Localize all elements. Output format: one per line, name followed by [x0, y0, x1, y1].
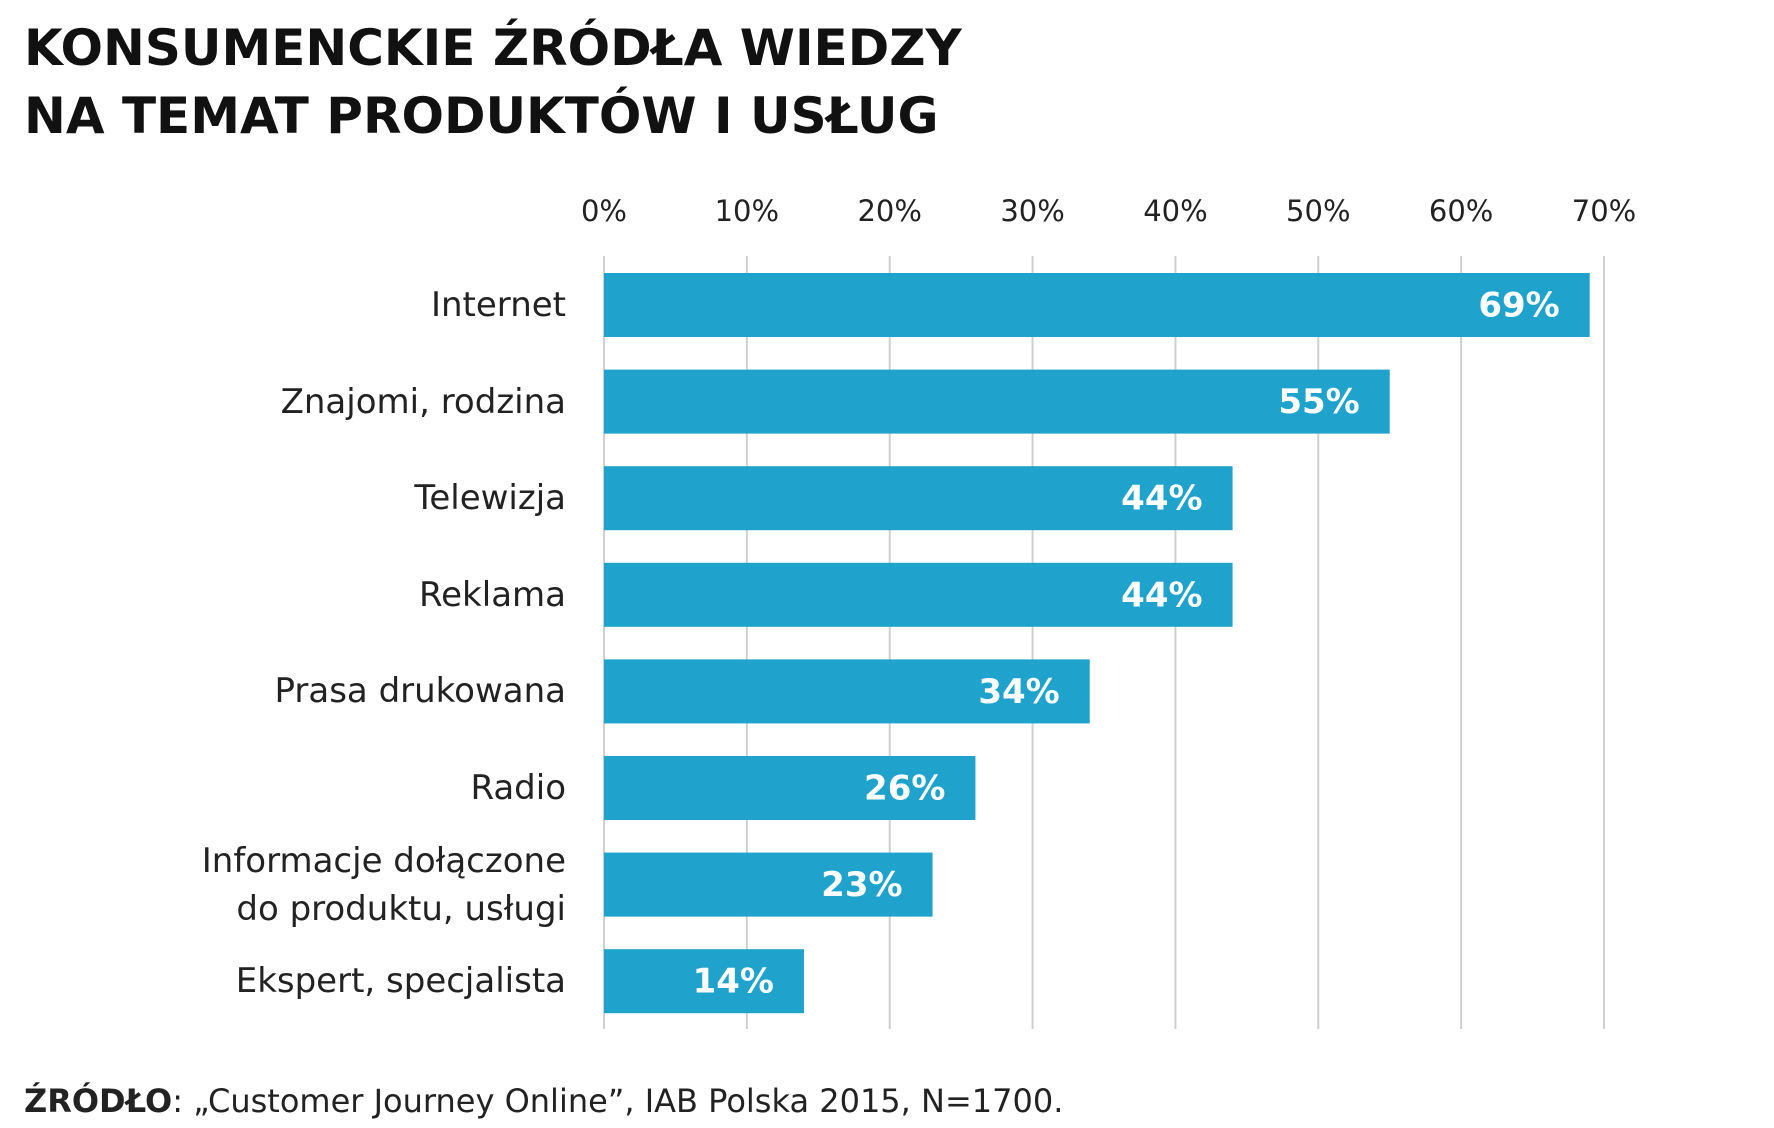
value-label: 23% [821, 865, 902, 905]
y-tick-label: Prasa drukowana [274, 671, 567, 712]
source-label: ŹRÓDŁO [24, 1082, 173, 1120]
bar [604, 659, 1090, 724]
value-label: 14% [693, 962, 774, 1002]
y-tick-label: Internet [430, 285, 566, 325]
x-tick-label: 0% [581, 194, 627, 228]
value-label: 26% [864, 769, 945, 809]
source-text: : „Customer Journey Online”, IAB Polska … [172, 1082, 1064, 1120]
bar [604, 466, 1233, 531]
y-tick-label: Radio [470, 768, 566, 808]
y-tick-label: Informacje dołączone do produktu, usługi [201, 840, 566, 929]
x-tick-label: 30% [1000, 194, 1064, 228]
bar [604, 852, 933, 917]
x-tick-label: 10% [715, 194, 779, 228]
chart-title: KONSUMENCKIE ŹRÓDŁA WIEDZY NA TEMAT PROD… [24, 19, 962, 145]
value-label: 44% [1121, 479, 1202, 519]
bar [604, 369, 1390, 434]
y-tick-label: Reklama [419, 574, 566, 615]
bar [604, 273, 1590, 337]
x-tick-label: 60% [1429, 194, 1493, 228]
bar [604, 562, 1233, 627]
x-tick-label: 20% [857, 194, 921, 228]
x-tick-label: 40% [1143, 194, 1207, 228]
bar [604, 949, 804, 1014]
y-tick-label: Ekspert, specjalista [235, 961, 566, 1002]
source: ŹRÓDŁO: „Customer Journey Online”, IAB P… [24, 1082, 1063, 1120]
x-tick-label: 70% [1572, 194, 1636, 228]
y-tick-label: Telewizja [414, 478, 566, 519]
value-label: 44% [1121, 575, 1202, 615]
value-label: 69% [1478, 286, 1559, 326]
bar [604, 756, 976, 820]
x-tick-label: 50% [1286, 194, 1350, 228]
value-label: 34% [978, 672, 1059, 712]
y-tick-label: Znajomi, rodzina [280, 381, 566, 422]
value-label: 55% [1278, 382, 1359, 422]
